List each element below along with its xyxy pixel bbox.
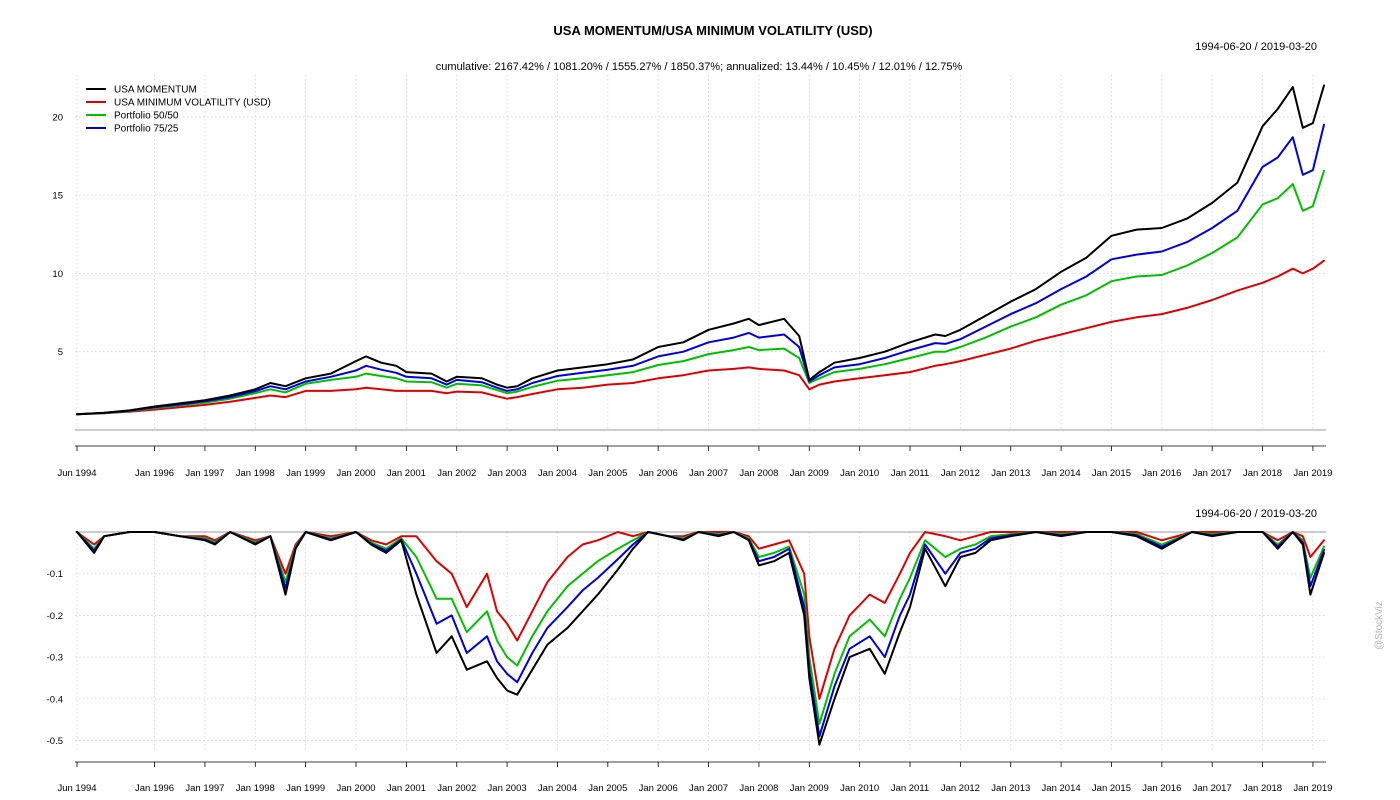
top-y-axis: 5 10 15 20 bbox=[52, 112, 63, 358]
top-panel-series bbox=[76, 84, 1325, 416]
x-tick-label: Jan 2010 bbox=[840, 783, 879, 794]
x-tick-label: Jan 2012 bbox=[941, 468, 980, 479]
x-tick-label: Jan 2003 bbox=[488, 783, 527, 794]
x-tick-label: Jan 2006 bbox=[639, 468, 678, 479]
x-tick-label: Jan 2001 bbox=[387, 783, 426, 794]
x-tick-label: Jan 2013 bbox=[991, 468, 1030, 479]
x-tick-label: Jan 2007 bbox=[689, 783, 728, 794]
x-tick-label: Jan 2006 bbox=[639, 783, 678, 794]
x-tick-label: Jan 1997 bbox=[185, 783, 224, 794]
x-tick-label: Jan 2016 bbox=[1142, 783, 1181, 794]
series-line-usa-momentum bbox=[76, 84, 1325, 416]
x-tick-label: Jan 2015 bbox=[1092, 468, 1131, 479]
y-tick-label: 10 bbox=[52, 269, 63, 280]
x-tick-label: Jan 2019 bbox=[1293, 783, 1332, 794]
chart-subtitle: cumulative: 2167.42% / 1081.20% / 1555.2… bbox=[436, 61, 963, 73]
x-tick-label: Jan 2004 bbox=[538, 783, 577, 794]
watermark: @StockViz bbox=[1374, 601, 1385, 650]
x-tick-label: Jan 2011 bbox=[891, 468, 929, 479]
x-tick-label: Jan 2004 bbox=[538, 468, 577, 479]
legend-label-5050: Portfolio 50/50 bbox=[114, 111, 179, 122]
x-tick-label: Jan 2009 bbox=[790, 468, 829, 479]
legend-label-minvol: USA MINIMUM VOLATILITY (USD) bbox=[114, 98, 271, 109]
series-line-portfolio-50-50 bbox=[76, 531, 1325, 725]
top-x-axis: Jun 1994 Jan 1996 Jan 1997 Jan 1998 Jan 1999… bbox=[57, 445, 1332, 479]
x-tick-label: Jan 2010 bbox=[840, 468, 879, 479]
x-tick-label: Jan 2001 bbox=[387, 468, 426, 479]
bottom-y-axis: -0.1 -0.2 -0.3 -0.4 -0.5 bbox=[47, 569, 63, 747]
x-tick-label: Jan 2018 bbox=[1243, 468, 1282, 479]
x-tick-label: Jan 2018 bbox=[1243, 783, 1282, 794]
series-line-portfolio-50-50 bbox=[76, 169, 1325, 416]
x-tick-label: Jan 2000 bbox=[336, 783, 375, 794]
x-tick-label: Jun 1994 bbox=[57, 783, 96, 794]
x-tick-label: Jan 1996 bbox=[135, 783, 174, 794]
x-tick-label: Jan 2011 bbox=[891, 783, 929, 794]
x-tick-label: Jan 2002 bbox=[437, 468, 476, 479]
y-tick-label: -0.2 bbox=[47, 611, 63, 622]
y-tick-label: -0.5 bbox=[47, 736, 63, 747]
x-tick-label: Jan 2007 bbox=[689, 468, 728, 479]
bottom-panel-series bbox=[76, 531, 1325, 746]
y-tick-label: 5 bbox=[58, 347, 63, 358]
series-line-portfolio-75-25 bbox=[76, 531, 1325, 738]
top-panel-grid bbox=[75, 75, 1326, 430]
x-tick-label: Jan 2014 bbox=[1042, 783, 1081, 794]
x-tick-label: Jan 1999 bbox=[286, 468, 325, 479]
x-tick-label: Jan 2012 bbox=[941, 783, 980, 794]
x-tick-label: Jan 1997 bbox=[185, 468, 224, 479]
x-tick-label: Jun 1994 bbox=[57, 468, 96, 479]
y-tick-label: 20 bbox=[52, 112, 63, 123]
x-tick-label: Jan 1998 bbox=[236, 783, 275, 794]
x-tick-label: Jan 2002 bbox=[437, 783, 476, 794]
x-tick-label: Jan 2005 bbox=[588, 783, 627, 794]
x-tick-label: Jan 2008 bbox=[739, 468, 778, 479]
bottom-date-range: 1994-06-20 / 2019-03-20 bbox=[1195, 508, 1317, 520]
x-tick-label: Jan 2016 bbox=[1142, 468, 1181, 479]
x-tick-label: Jan 2009 bbox=[790, 783, 829, 794]
x-tick-label: Jan 2014 bbox=[1042, 468, 1081, 479]
bottom-x-axis: Jun 1994 Jan 1996 Jan 1997 Jan 1998 Jan 1999… bbox=[57, 761, 1332, 794]
x-tick-label: Jan 2019 bbox=[1293, 468, 1332, 479]
x-tick-label: Jan 1996 bbox=[135, 468, 174, 479]
x-tick-label: Jan 2013 bbox=[991, 783, 1030, 794]
x-tick-label: Jan 2008 bbox=[739, 783, 778, 794]
x-tick-label: Jan 2000 bbox=[336, 468, 375, 479]
top-date-range: 1994-06-20 / 2019-03-20 bbox=[1195, 41, 1317, 53]
x-tick-label: Jan 2005 bbox=[588, 468, 627, 479]
x-tick-label: Jan 2015 bbox=[1092, 783, 1131, 794]
y-tick-label: 15 bbox=[52, 191, 63, 202]
bottom-panel-grid bbox=[75, 532, 1326, 751]
x-tick-label: Jan 2017 bbox=[1193, 783, 1232, 794]
x-tick-label: Jan 1998 bbox=[236, 468, 275, 479]
y-tick-label: -0.4 bbox=[47, 694, 63, 705]
series-line-usa-momentum bbox=[76, 531, 1325, 746]
chart-title: USA MOMENTUM/USA MINIMUM VOLATILITY (USD… bbox=[553, 23, 872, 38]
series-line-portfolio-75-25 bbox=[76, 123, 1325, 416]
y-tick-label: -0.3 bbox=[47, 653, 63, 664]
x-tick-label: Jan 2017 bbox=[1193, 468, 1232, 479]
legend: USA MOMENTUM USA MINIMUM VOLATILITY (USD… bbox=[86, 85, 271, 135]
series-line-usa-minimum-volatility-usd bbox=[76, 259, 1325, 416]
x-tick-label: Jan 2003 bbox=[488, 468, 527, 479]
legend-label-momentum: USA MOMENTUM bbox=[114, 85, 197, 96]
y-tick-label: -0.1 bbox=[47, 569, 63, 580]
x-tick-label: Jan 1999 bbox=[286, 783, 325, 794]
legend-label-7525: Portfolio 75/25 bbox=[114, 124, 179, 135]
